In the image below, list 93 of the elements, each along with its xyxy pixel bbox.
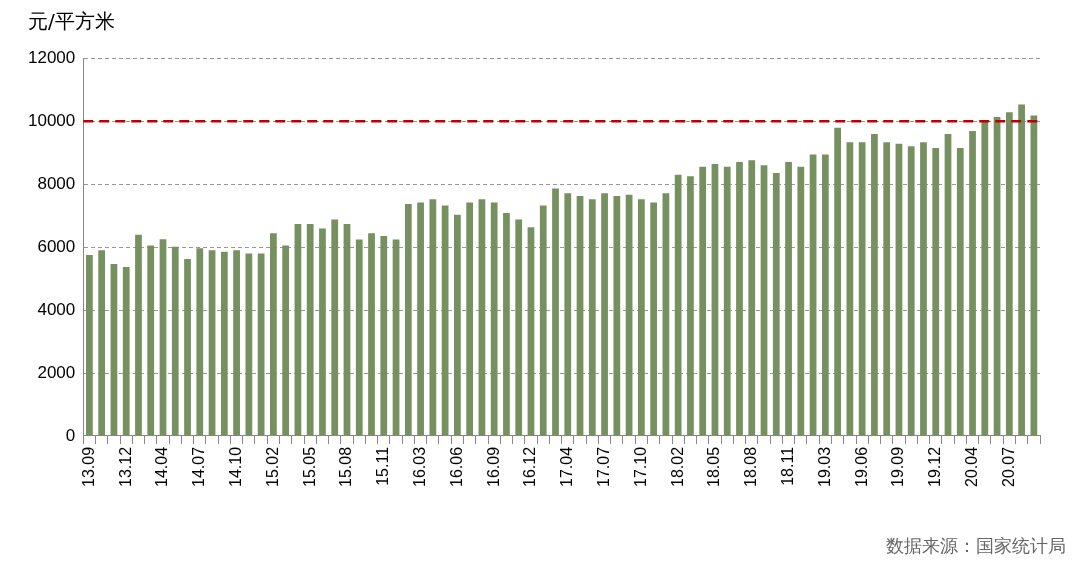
x-tick-label: 17.04 [558,446,576,488]
bar [674,174,682,436]
bar [834,127,841,436]
x-tick-label: 19.09 [889,446,907,488]
x-tick-label: 15.02 [263,446,281,488]
bar [220,251,228,436]
x-tick-label: 16.06 [447,446,465,488]
bar [1018,104,1025,436]
bar [650,202,657,436]
x-tick-label: 20.04 [962,446,980,488]
bar [564,193,572,436]
bar [956,147,964,436]
bar [355,239,363,436]
bar [184,259,191,436]
bar [380,236,388,436]
x-tick-label: 19.12 [926,446,944,488]
bar [883,142,891,436]
x-tick-label: 15.11 [374,446,392,486]
x-tick-label: 15.08 [337,446,355,488]
x-tick-label: 13.09 [79,446,97,488]
bar [552,188,559,436]
y-tick-label: 8000 [37,173,76,193]
x-tick-label: 18.05 [705,446,723,488]
bar [270,233,277,436]
bar [417,202,424,436]
x-tick-label: 17.10 [631,446,649,488]
bar [196,248,204,436]
bar [932,147,940,436]
bar [245,253,253,436]
bar [613,196,621,436]
bar [490,202,498,436]
x-tick-label: 16.12 [521,446,539,488]
bar [1030,115,1038,436]
bar [723,166,731,436]
x-tick-label: 20.07 [999,446,1017,488]
bar [821,154,829,436]
x-tick-label: 18.11 [778,446,796,486]
y-tick-label: 0 [65,425,76,445]
bar [466,202,474,436]
bar [588,199,596,436]
bar [404,203,412,436]
bar [920,142,927,436]
bar [233,250,240,436]
x-tick-label: 15.05 [300,446,318,488]
bar [306,224,314,436]
y-tick-label: 2000 [37,362,76,382]
y-tick-label: 12000 [27,47,76,67]
x-tick-label: 14.10 [227,446,244,488]
bar [122,266,130,436]
bar [871,134,878,436]
bar [1005,112,1013,436]
x-tick-label: 14.04 [153,446,171,488]
bar [368,233,375,436]
bar [748,160,756,436]
x-tick-label: 17.07 [594,446,612,488]
bar [772,173,780,436]
bar [637,199,645,436]
x-tick-label: 16.03 [410,446,428,488]
bar [969,130,976,436]
bar [147,245,155,436]
bar [98,250,106,436]
y-axis-title: 元/平方米 [28,8,115,35]
y-tick-label: 4000 [37,299,76,319]
bar [319,228,326,436]
bar [699,166,707,436]
x-tick-label: 19.03 [815,446,833,488]
bar [282,245,290,436]
bar [907,146,915,436]
bar [515,219,523,436]
y-tick-label: 10000 [27,110,76,130]
bar [858,142,866,436]
bar [785,162,792,436]
bar [981,121,989,436]
x-tick-label: 13.12 [116,446,134,488]
bar [539,205,547,436]
y-tick-label: 6000 [37,236,76,256]
bar [797,166,805,436]
bar [331,219,339,436]
bar [429,199,437,436]
x-tick-label: 14.07 [190,446,208,488]
bar [736,162,743,436]
bar [135,234,142,436]
bar [454,214,461,436]
x-tick-label: 19.06 [852,446,870,488]
source-note: 数据来源：国家统计局 [886,534,1066,558]
bar [171,246,179,436]
bar [687,176,694,436]
x-tick-label: 16.09 [484,446,502,488]
bar [601,193,608,436]
bar [86,254,93,436]
x-tick-label: 18.08 [742,446,760,488]
x-tick-label: 18.02 [668,446,686,488]
bar [503,213,510,436]
